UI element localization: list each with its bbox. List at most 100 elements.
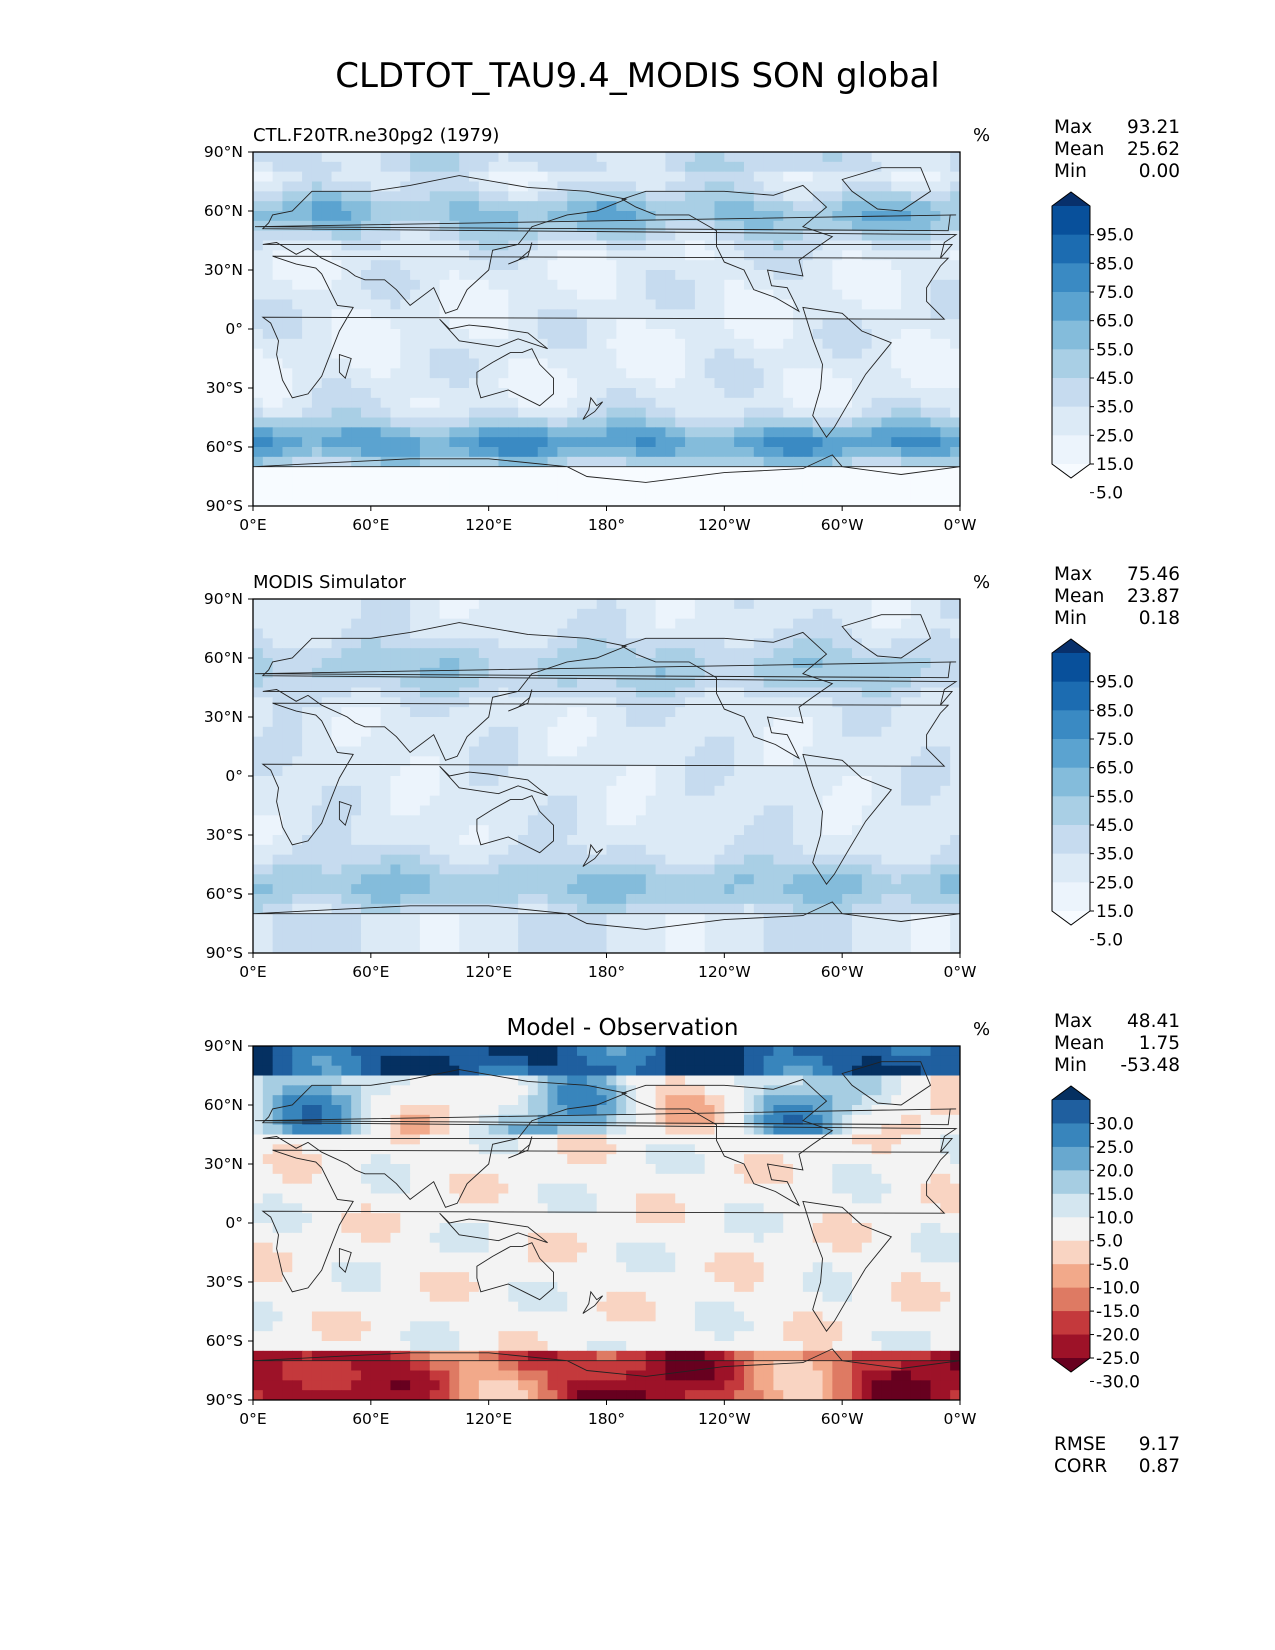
- field-cell: [685, 456, 696, 468]
- field-cell: [498, 805, 509, 816]
- field-cell: [842, 717, 853, 728]
- field-cell: [881, 152, 892, 163]
- field-cell: [930, 279, 941, 291]
- field-cell: [675, 835, 686, 846]
- field-cell: [832, 338, 843, 350]
- field-cell: [518, 437, 529, 448]
- field-cell: [734, 289, 745, 300]
- field-cell: [822, 844, 833, 856]
- field-cell: [272, 358, 283, 369]
- field-cell: [950, 348, 961, 359]
- field-cell: [478, 437, 490, 448]
- field-cell: [763, 358, 774, 369]
- field-cell: [802, 835, 814, 846]
- field-cell: [508, 648, 519, 659]
- field-cell: [331, 638, 342, 649]
- field-cell: [282, 687, 293, 698]
- field-cell: [901, 785, 912, 797]
- field-cell: [940, 397, 951, 409]
- field-cell: [606, 736, 617, 747]
- field-cell: [734, 884, 745, 895]
- field-cell: [861, 437, 873, 448]
- field-cell: [527, 456, 539, 468]
- field-cell: [606, 667, 617, 679]
- field-cell: [400, 825, 411, 836]
- field-cell: [910, 378, 922, 389]
- field-cell: [488, 417, 499, 428]
- field-cell: [783, 864, 794, 875]
- field-cell: [783, 161, 794, 173]
- field-cell: [341, 230, 352, 241]
- field-cell: [950, 407, 961, 418]
- field-cell: [292, 152, 303, 163]
- field-cell: [370, 658, 382, 669]
- field-cell: [704, 260, 715, 271]
- field-cell: [567, 864, 578, 875]
- field-cell: [675, 427, 686, 438]
- field-cell: [832, 496, 843, 507]
- field-cell: [429, 309, 440, 320]
- field-cell: [861, 152, 873, 163]
- field-cell: [783, 648, 794, 659]
- field-cell: [812, 825, 823, 836]
- field-cell: [351, 677, 362, 688]
- field-cell: [429, 230, 440, 241]
- field-cell: [292, 864, 303, 875]
- field-cell: [861, 230, 873, 241]
- field-cell: [940, 338, 951, 350]
- field-cell: [793, 894, 804, 905]
- field-cell: [302, 825, 313, 836]
- stat-label: Min: [1054, 161, 1087, 182]
- field-cell: [518, 736, 529, 747]
- field-cell: [665, 618, 676, 629]
- field-cell: [832, 717, 843, 728]
- field-cell: [253, 805, 264, 816]
- field-cell: [331, 407, 342, 418]
- field-cell: [567, 687, 578, 698]
- field-cell: [488, 667, 499, 679]
- field-cell: [429, 161, 440, 173]
- field-cell: [851, 476, 863, 487]
- field-cell: [508, 677, 519, 688]
- field-cell: [783, 319, 794, 330]
- field-cell: [419, 667, 431, 679]
- field-cell: [616, 220, 627, 232]
- field-cell: [272, 736, 283, 747]
- field-cell: [272, 726, 283, 738]
- field-cell: [577, 171, 588, 182]
- field-cell: [626, 220, 637, 232]
- field-cell: [793, 667, 804, 679]
- field-cell: [910, 815, 922, 826]
- field-cell: [527, 648, 539, 659]
- field-cell: [459, 815, 470, 826]
- field-cell: [793, 260, 804, 271]
- field-cell: [272, 835, 283, 846]
- field-cell: [694, 805, 706, 816]
- field-cell: [714, 230, 725, 241]
- field-cell: [478, 825, 490, 836]
- field-cell: [380, 181, 391, 192]
- field-cell: [753, 658, 765, 669]
- field-cell: [743, 152, 755, 163]
- field-cell: [380, 437, 391, 448]
- field-cell: [341, 805, 352, 816]
- field-cell: [567, 270, 578, 281]
- field-cell: [390, 903, 401, 915]
- field-cell: [596, 697, 607, 708]
- field-cell: [351, 726, 362, 738]
- field-cell: [655, 677, 666, 688]
- field-cell: [793, 211, 804, 222]
- field-cell: [675, 618, 686, 629]
- field-cell: [783, 476, 794, 487]
- field-cell: [596, 894, 607, 905]
- field-cell: [626, 270, 637, 281]
- field-cell: [351, 437, 362, 448]
- field-cell: [341, 329, 352, 340]
- field-cell: [685, 746, 696, 757]
- field-cell: [410, 746, 421, 757]
- field-cell: [380, 667, 391, 679]
- field-cell: [783, 329, 794, 340]
- field-cell: [871, 628, 882, 639]
- field-cell: [537, 638, 548, 649]
- field-cell: [724, 894, 735, 905]
